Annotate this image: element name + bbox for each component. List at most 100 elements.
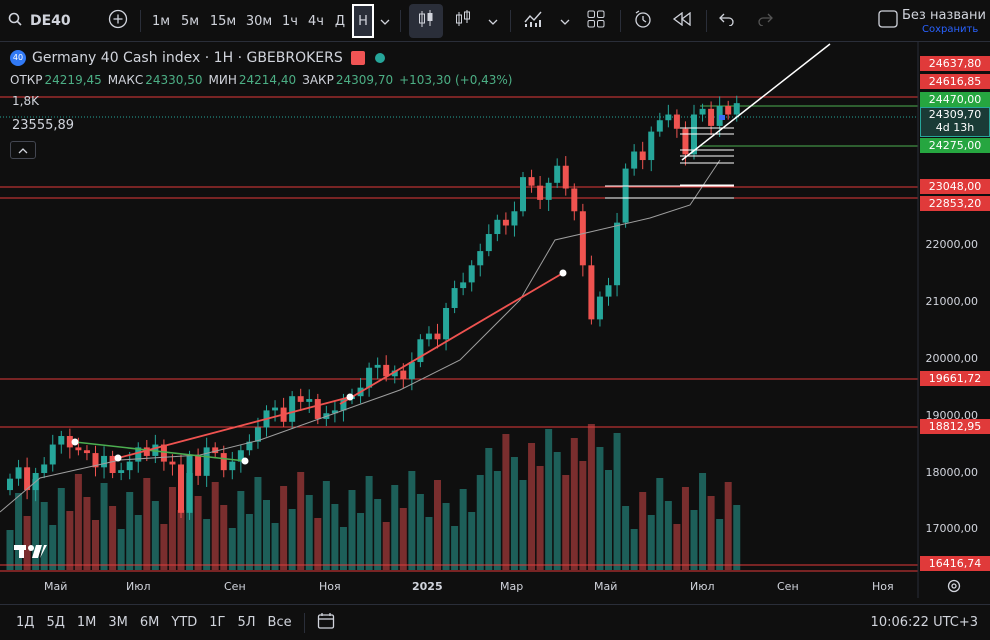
chart-legend: 40 Germany 40 Cash index · 1H · GBEBROKE… xyxy=(10,50,385,66)
volume-bar xyxy=(271,523,279,570)
collapse-legend-button[interactable] xyxy=(10,141,36,159)
interval-30m[interactable]: 30м xyxy=(245,13,273,29)
candle-body xyxy=(297,396,304,402)
layout-save-area[interactable]: Без названи Сохранить xyxy=(880,0,990,42)
search-icon xyxy=(8,12,22,30)
volume-bar xyxy=(357,513,365,570)
volume-bar xyxy=(365,476,373,570)
volume-bar xyxy=(622,506,630,570)
bar-type-button[interactable] xyxy=(452,0,474,42)
candle-body xyxy=(195,455,202,476)
clock[interactable]: 10:06:22 UTC+3 xyxy=(870,615,978,630)
chart-area[interactable] xyxy=(0,42,990,598)
replay-button[interactable] xyxy=(670,0,694,42)
volume-bar xyxy=(399,508,407,570)
volume-bar xyxy=(587,424,595,570)
range-1y[interactable]: 1Г xyxy=(209,615,226,630)
flag-icon[interactable] xyxy=(350,51,365,65)
plus-circle-icon xyxy=(108,9,128,33)
volume-value: 1,8K xyxy=(12,94,39,108)
interval-15m[interactable]: 15м xyxy=(209,13,237,29)
range-5d[interactable]: 5Д xyxy=(46,615,65,630)
interval-5m[interactable]: 5м xyxy=(180,13,200,29)
interval-4h[interactable]: 4ч xyxy=(308,13,324,29)
status-dot-icon xyxy=(374,53,385,63)
price-tick: 19000,00 xyxy=(925,409,979,422)
layout-button[interactable] xyxy=(876,0,900,42)
alarm-clock-icon xyxy=(633,9,653,33)
level-price-tag: 24275,00 xyxy=(920,138,990,153)
level-price-tag: 24616,85 xyxy=(920,74,990,89)
interval-menu-button[interactable] xyxy=(378,0,392,42)
chart-type-menu-button[interactable] xyxy=(486,0,500,42)
alert-button[interactable] xyxy=(630,0,656,42)
range-3m[interactable]: 3М xyxy=(108,615,128,630)
volume-bar xyxy=(66,511,74,570)
candle-body xyxy=(186,455,193,513)
volume-bar xyxy=(485,448,493,570)
range-all[interactable]: Все xyxy=(267,615,292,630)
indicator-value: 23555,89 xyxy=(12,118,75,133)
candle-body xyxy=(494,219,501,235)
candle-body xyxy=(160,444,167,462)
volume-bar xyxy=(647,515,655,570)
volume-bar xyxy=(553,452,561,570)
interval-week[interactable]: Н xyxy=(352,4,374,38)
range-1d[interactable]: 1Д xyxy=(16,615,35,630)
volume-bar xyxy=(211,482,219,570)
volume-bar xyxy=(391,485,399,570)
instrument-title[interactable]: Germany 40 Cash index · 1H · GBEBROKERS xyxy=(32,50,343,66)
candle-body xyxy=(443,307,450,340)
candle-body xyxy=(126,461,133,471)
volume-bar xyxy=(74,474,82,570)
time-tick: Июл xyxy=(126,580,151,593)
range-1m[interactable]: 1М xyxy=(76,615,97,630)
volume-bar xyxy=(425,517,433,570)
top-toolbar: DE40 1м 5м 15м 30м 1ч 4ч Д Н xyxy=(0,0,990,42)
anchor-point xyxy=(346,393,354,401)
goto-date-button[interactable] xyxy=(317,612,335,633)
candle-body xyxy=(7,478,13,491)
candle-body xyxy=(306,399,313,402)
candle-body xyxy=(246,441,253,451)
interval-1h[interactable]: 1ч xyxy=(282,13,298,29)
candles-chart-type-button[interactable] xyxy=(409,4,443,38)
candle-body xyxy=(699,108,706,115)
candle-body xyxy=(400,370,407,380)
volume-bar xyxy=(297,472,305,570)
range-6m[interactable]: 6М xyxy=(139,615,160,630)
volume-bar xyxy=(168,487,176,570)
indicators-menu-button[interactable] xyxy=(558,0,572,42)
price-chart[interactable] xyxy=(0,42,990,598)
templates-button[interactable] xyxy=(584,0,608,42)
add-symbol-button[interactable] xyxy=(106,0,130,42)
candle-body xyxy=(520,177,526,212)
interval-day[interactable]: Д xyxy=(334,13,346,29)
volume-bar xyxy=(322,481,330,570)
range-5y[interactable]: 5Л xyxy=(237,615,256,630)
chart-settings-button[interactable] xyxy=(946,578,962,597)
candle-body xyxy=(682,128,689,155)
anchor-point xyxy=(114,454,122,462)
volume-bar xyxy=(545,429,553,570)
undo-button[interactable] xyxy=(716,0,738,42)
volume-bar xyxy=(690,510,698,570)
redo-button[interactable] xyxy=(754,0,776,42)
current-price-tag: 24309,70 4d 13h xyxy=(920,107,990,137)
candle-body xyxy=(665,114,672,121)
price-tick: 22000,00 xyxy=(925,238,979,251)
volume-bar xyxy=(186,473,194,570)
symbol-search[interactable]: DE40 xyxy=(8,0,106,42)
candle-body xyxy=(614,222,621,286)
candle-body xyxy=(648,131,655,161)
interval-1m[interactable]: 1м xyxy=(151,13,171,29)
candle-body xyxy=(511,211,518,226)
candle-body xyxy=(237,450,244,462)
candle-body xyxy=(451,288,458,308)
volume-bar xyxy=(562,475,570,570)
range-ytd[interactable]: YTD xyxy=(171,615,198,630)
low-value: 24214,40 xyxy=(238,73,297,87)
candle-body xyxy=(417,339,424,363)
indicators-button[interactable] xyxy=(520,0,546,42)
volume-bar xyxy=(459,489,467,570)
